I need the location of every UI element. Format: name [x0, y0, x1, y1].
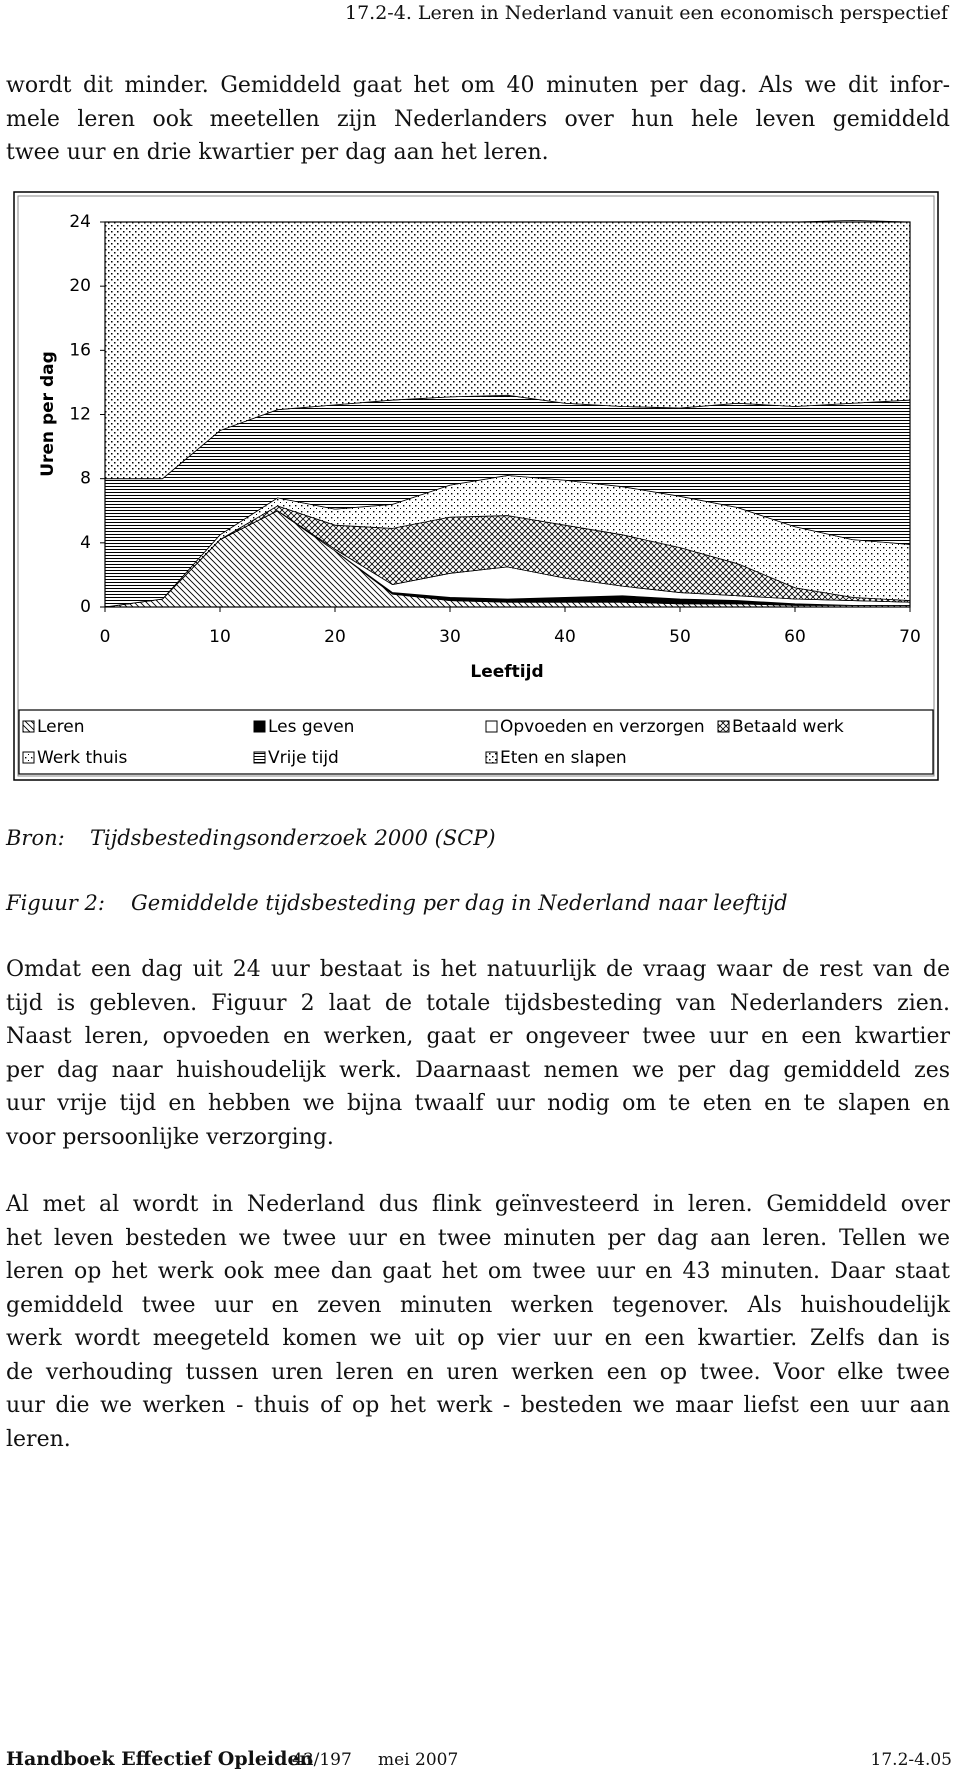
text-line: de verhouding tussen uren leren en uren …	[6, 1359, 950, 1385]
legend-label: Betaald werk	[732, 717, 844, 737]
x-tick-label: 70	[899, 627, 921, 647]
legend-swatch	[22, 751, 35, 764]
footer-date: mei 2007	[378, 1750, 459, 1770]
text-line: voor persoonlijke verzorging.	[6, 1124, 334, 1150]
legend-label: Werk thuis	[37, 748, 127, 768]
footer-code: 17.2-4.05	[870, 1750, 952, 1770]
text-line: wordt dit minder. Gemiddeld gaat het om …	[6, 73, 950, 98]
x-tick-label: 10	[209, 627, 231, 647]
legend-label: Vrije tijd	[268, 748, 339, 768]
y-tick-label: 24	[69, 212, 91, 232]
y-axis-title: Uren per dag	[38, 351, 58, 477]
source-label: Bron:	[6, 826, 65, 850]
legend-box	[18, 709, 934, 775]
text-line: Al met al wordt in Nederland dus flink g…	[6, 1192, 950, 1217]
legend-label: Opvoeden en verzorgen	[500, 717, 705, 737]
y-tick-label: 8	[80, 469, 91, 489]
figure-label: Figuur 2:	[6, 891, 105, 915]
legend-swatch	[253, 720, 266, 733]
x-tick-label: 50	[669, 627, 691, 647]
x-tick-label: 30	[439, 627, 461, 647]
text-line: tijd is gebleven. Figuur 2 laat de total…	[6, 990, 950, 1016]
text-line: gemiddeld twee uur en zeven minuten werk…	[6, 1292, 950, 1318]
text-line: het leven besteden we twee uur en twee m…	[6, 1225, 950, 1251]
chart-frame-inner	[17, 195, 935, 777]
legend-swatch	[717, 720, 730, 733]
legend-swatch	[485, 720, 498, 733]
text-line: mele leren ook meetellen zijn Nederlande…	[6, 106, 950, 132]
footer-pages: 43/197	[292, 1750, 352, 1770]
legend-swatch	[485, 751, 498, 764]
y-tick-label: 16	[69, 340, 91, 360]
x-tick-label: 0	[100, 627, 111, 647]
footer-title: Handboek Effectief Opleiden	[6, 1748, 314, 1770]
text-line: uur vrije tijd en hebben we bijna twaalf…	[6, 1091, 950, 1116]
x-tick-label: 20	[324, 627, 346, 647]
figure-caption: Gemiddelde tijdsbesteding per dag in Ned…	[131, 891, 788, 915]
text-line: twee uur en drie kwartier per dag aan he…	[6, 140, 549, 165]
legend-swatch	[22, 720, 35, 733]
text-line: leren.	[6, 1426, 71, 1452]
x-tick-label: 60	[784, 627, 806, 647]
legend-swatch	[253, 751, 266, 764]
text-line: werk wordt meegeteld komen we uit op vie…	[6, 1326, 950, 1351]
source-text: Tijdsbestedingsonderzoek 2000 (SCP)	[90, 826, 496, 850]
y-tick-label: 20	[69, 276, 91, 296]
legend-label: Leren	[37, 717, 84, 737]
y-tick-label: 12	[69, 405, 91, 425]
text-line: leren op het werk ook mee dan gaat het o…	[6, 1259, 950, 1284]
text-line: Omdat een dag uit 24 uur bestaat is het …	[6, 957, 950, 982]
text-line: uur die we werken - thuis of op het werk…	[6, 1393, 950, 1418]
chart: Uren per dag Leeftijd 0 4 8 12 16 20 24 0 10 20 30…	[13, 191, 939, 781]
legend-label: Eten en slapen	[500, 748, 627, 768]
text-line: Naast leren, opvoeden en werken, gaat er…	[6, 1024, 950, 1049]
x-axis-title: Leeftijd	[470, 662, 543, 682]
y-tick-label: 4	[80, 533, 91, 553]
running-header: 17.2-4. Leren in Nederland vanuit een ec…	[345, 2, 948, 24]
text-line: per dag naar huishoudelijk werk. Daarnaa…	[6, 1057, 950, 1083]
y-tick-label: 0	[80, 597, 91, 617]
x-tick-label: 40	[554, 627, 576, 647]
legend-label: Les geven	[268, 717, 354, 737]
